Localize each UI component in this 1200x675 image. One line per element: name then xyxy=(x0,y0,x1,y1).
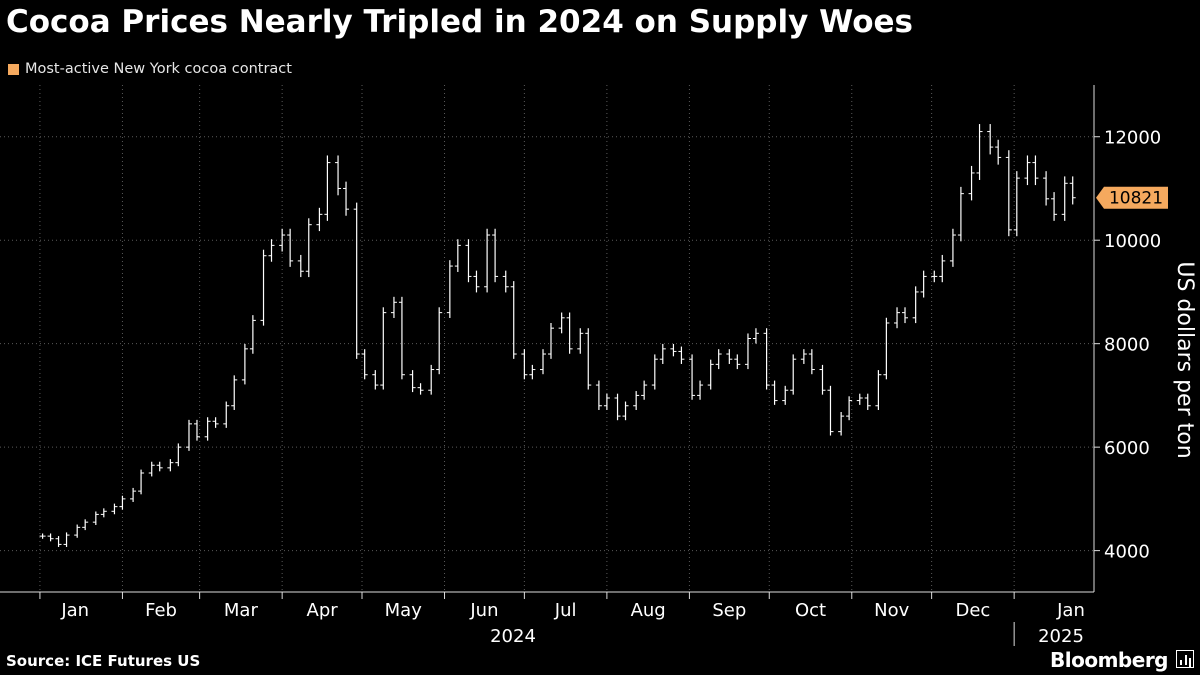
legend-swatch xyxy=(8,63,19,75)
x-month-label: Oct xyxy=(795,600,826,621)
axes: 4000 6000 8000 10000 12000 Jan Feb Mar Apr May Jun… xyxy=(0,85,1197,647)
x-month-label: Aug xyxy=(631,600,666,621)
last-value-badge xyxy=(1096,186,1168,209)
x-month-label: May xyxy=(385,600,423,621)
x-month-label: Jan xyxy=(1056,600,1085,621)
x-month-label: Feb xyxy=(145,600,177,621)
x-month-label: Mar xyxy=(224,600,259,621)
grid-lines xyxy=(0,85,1094,592)
bloomberg-terminal-icon xyxy=(1176,650,1194,668)
y-tick-label: 12000 xyxy=(1104,128,1161,149)
x-year-label: 2024 xyxy=(490,626,536,647)
y-tick-label: 6000 xyxy=(1104,438,1150,459)
x-month-label: Jul xyxy=(554,600,577,621)
x-month-label: Jan xyxy=(60,600,89,621)
y-tick-label: 8000 xyxy=(1104,335,1150,356)
x-month-label: Dec xyxy=(955,600,990,621)
price-series xyxy=(39,124,1076,547)
x-month-label: Nov xyxy=(874,600,909,621)
x-month-label: Sep xyxy=(712,600,746,621)
legend: Most-active New York cocoa contract xyxy=(8,61,292,77)
x-month-label: Jun xyxy=(469,600,498,621)
brand-logo: Bloomberg xyxy=(1050,648,1168,672)
x-month-label: Apr xyxy=(307,600,339,621)
y-tick-label: 10000 xyxy=(1104,231,1161,252)
x-year-label: 2025 xyxy=(1038,626,1084,647)
y-axis-label: US dollars per ton xyxy=(1172,261,1197,458)
legend-label: Most-active New York cocoa contract xyxy=(25,61,292,77)
source-note: Source: ICE Futures US xyxy=(6,652,201,670)
y-tick-label: 4000 xyxy=(1104,542,1150,563)
chart-title: Cocoa Prices Nearly Tripled in 2024 on S… xyxy=(6,4,913,40)
last-value-label: 10821 xyxy=(1109,189,1163,209)
